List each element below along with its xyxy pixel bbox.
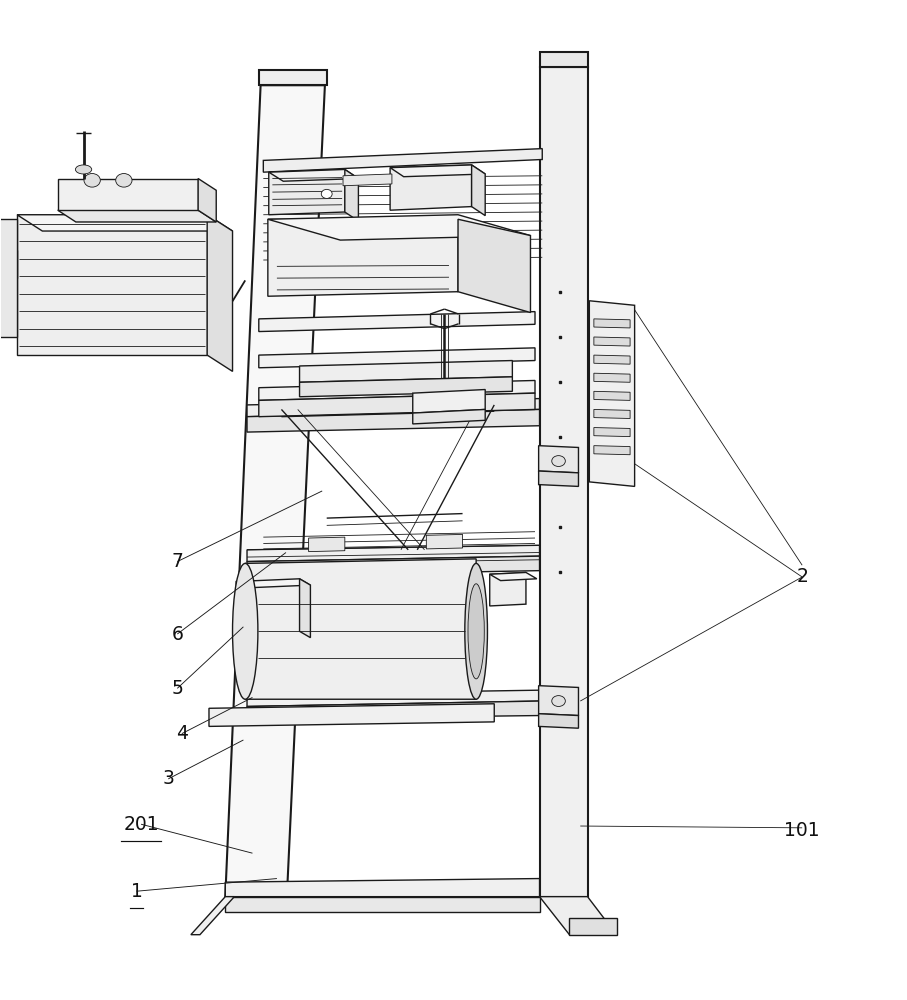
Ellipse shape [84, 174, 101, 187]
Polygon shape [539, 714, 579, 728]
Polygon shape [258, 312, 535, 332]
Polygon shape [594, 373, 630, 382]
Polygon shape [299, 361, 512, 382]
Polygon shape [390, 165, 485, 177]
Polygon shape [540, 897, 617, 935]
Polygon shape [299, 377, 512, 397]
Text: 2: 2 [796, 567, 808, 586]
Polygon shape [58, 210, 216, 222]
Polygon shape [225, 897, 540, 912]
Text: 7: 7 [171, 552, 183, 571]
Polygon shape [268, 215, 531, 240]
Polygon shape [539, 471, 579, 486]
Text: 1: 1 [131, 882, 142, 901]
Polygon shape [258, 393, 535, 417]
Polygon shape [225, 879, 540, 897]
Polygon shape [413, 390, 485, 413]
Polygon shape [0, 250, 17, 278]
Polygon shape [17, 215, 232, 231]
Polygon shape [236, 579, 299, 634]
Polygon shape [17, 215, 207, 355]
Polygon shape [247, 701, 540, 719]
Polygon shape [209, 704, 494, 726]
Polygon shape [472, 165, 485, 216]
Polygon shape [0, 219, 17, 337]
Polygon shape [594, 337, 630, 346]
Polygon shape [343, 174, 392, 186]
Polygon shape [390, 165, 472, 210]
Polygon shape [236, 579, 310, 588]
Polygon shape [539, 686, 579, 716]
Polygon shape [345, 169, 358, 221]
Polygon shape [594, 319, 630, 328]
Text: 201: 201 [123, 815, 159, 834]
Polygon shape [247, 556, 540, 576]
Polygon shape [247, 545, 540, 562]
Text: 3: 3 [162, 769, 174, 788]
Ellipse shape [75, 165, 92, 174]
Ellipse shape [321, 189, 332, 198]
Ellipse shape [468, 584, 484, 679]
Polygon shape [308, 537, 345, 552]
Polygon shape [594, 409, 630, 418]
Ellipse shape [551, 456, 565, 466]
Polygon shape [540, 52, 588, 67]
Ellipse shape [116, 174, 132, 187]
Text: 6: 6 [171, 625, 183, 644]
Polygon shape [268, 169, 345, 215]
Text: 101: 101 [785, 821, 820, 840]
Polygon shape [594, 355, 630, 364]
Polygon shape [594, 391, 630, 400]
Polygon shape [268, 169, 358, 181]
Polygon shape [258, 70, 327, 85]
Polygon shape [263, 149, 542, 172]
Polygon shape [426, 534, 463, 549]
Polygon shape [299, 579, 310, 638]
Polygon shape [570, 918, 617, 935]
Polygon shape [247, 399, 540, 417]
Polygon shape [247, 409, 540, 432]
Polygon shape [247, 690, 540, 706]
Polygon shape [540, 67, 588, 897]
Polygon shape [490, 572, 537, 581]
Ellipse shape [551, 696, 565, 706]
Polygon shape [539, 446, 579, 473]
Polygon shape [490, 572, 526, 606]
Polygon shape [225, 85, 325, 897]
Polygon shape [590, 301, 635, 486]
Text: 5: 5 [171, 679, 183, 698]
Polygon shape [268, 219, 458, 296]
Polygon shape [245, 559, 476, 699]
Polygon shape [413, 409, 485, 424]
Polygon shape [58, 179, 198, 210]
Text: 4: 4 [176, 724, 188, 743]
Polygon shape [190, 897, 234, 935]
Polygon shape [198, 179, 216, 222]
Polygon shape [594, 428, 630, 437]
Polygon shape [258, 380, 535, 400]
Polygon shape [207, 215, 232, 371]
Polygon shape [594, 446, 630, 455]
Polygon shape [258, 348, 535, 368]
Ellipse shape [232, 563, 258, 699]
Polygon shape [458, 219, 531, 313]
Ellipse shape [464, 563, 487, 699]
